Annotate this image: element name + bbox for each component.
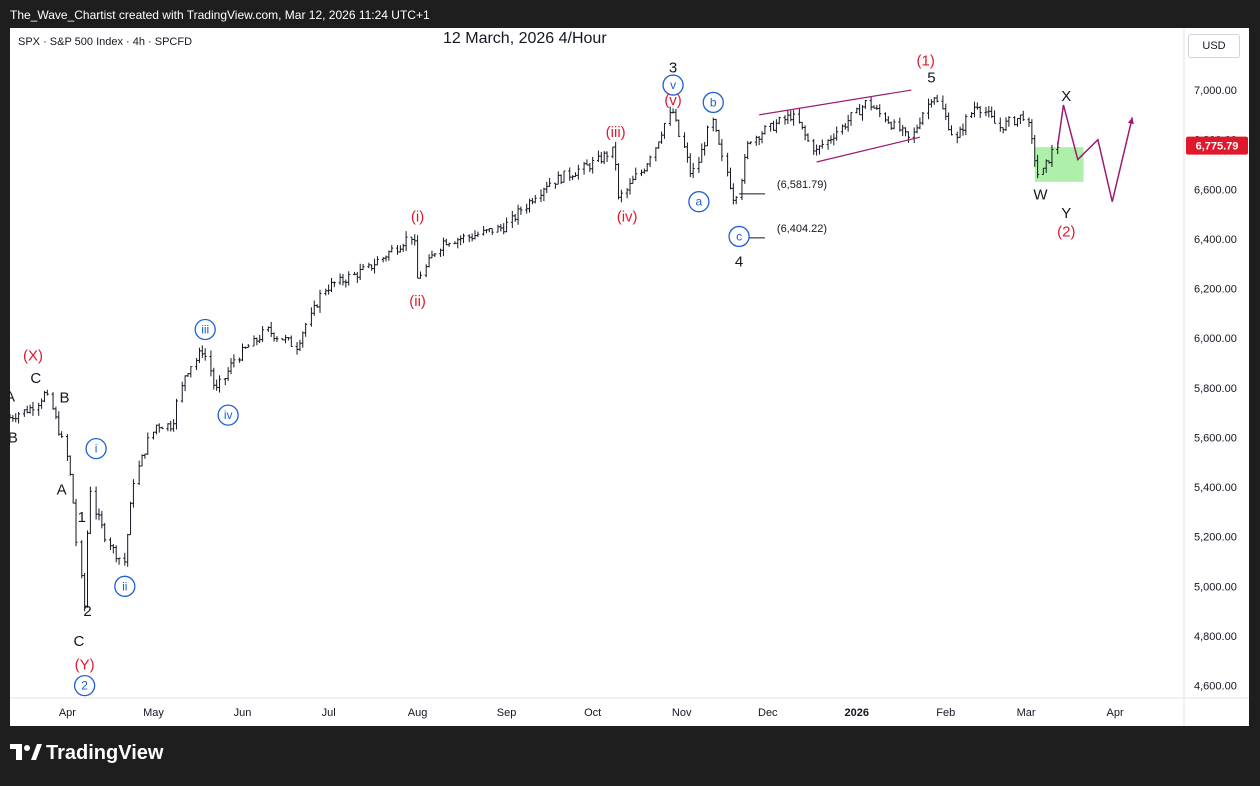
wave-label: C [30, 370, 41, 387]
y-tick-label: 6,600.00 [1194, 184, 1237, 196]
wave-label: C [73, 633, 84, 650]
y-tick-label: 5,800.00 [1194, 383, 1237, 395]
tradingview-brand: TradingView [46, 742, 164, 764]
x-tick-label: Nov [672, 707, 692, 719]
channel-line [759, 89, 912, 116]
currency-button[interactable]: USD [1188, 34, 1240, 58]
wave-label: (2) [1057, 223, 1075, 240]
y-tick-label: 4,800.00 [1194, 631, 1237, 643]
x-tick-label: Oct [584, 707, 601, 719]
wave-label: (iv) [617, 209, 638, 226]
y-tick-label: 7,000.00 [1194, 85, 1237, 97]
wave-label: ii [122, 579, 127, 593]
wave-label: (X) [23, 348, 43, 365]
wave-label: B [60, 390, 70, 407]
wave-label: W [1033, 186, 1048, 203]
y-tick-label: 6,200.00 [1194, 284, 1237, 296]
x-tick-label: Apr [1107, 707, 1124, 719]
wave-label: c [736, 229, 742, 243]
wave-label: b [710, 95, 717, 109]
chart-panel[interactable]: 4,600.00 4,800.00 5,000.00 5,200.00 5,400.00… [10, 28, 1249, 726]
wave-label: (Y) [75, 657, 95, 674]
wave-label: 5 [927, 70, 935, 87]
wave-label-circle [85, 437, 107, 460]
wave-label: iii [201, 323, 209, 337]
wave-label: (1) [916, 52, 934, 69]
wave-label: (ii) [409, 293, 426, 310]
x-tick-label: Apr [59, 707, 76, 719]
wave-label: Y [1061, 205, 1071, 222]
x-tick-label: May [143, 707, 164, 719]
x-tick-label: 2026 [845, 707, 869, 719]
last-price-label: 6,775.79 [1196, 141, 1239, 153]
x-tick-label: Aug [408, 707, 428, 719]
wave-label-circle [662, 74, 684, 96]
y-tick-label: 5,400.00 [1194, 482, 1237, 494]
x-tick-label: Mar [1017, 707, 1036, 719]
y-tick-label: 6,000.00 [1194, 333, 1237, 345]
y-tick-label: 4,600.00 [1194, 681, 1237, 693]
last-price-badge [1186, 136, 1248, 155]
price-chart[interactable]: 4,600.00 4,800.00 5,000.00 5,200.00 5,400.00… [10, 28, 1249, 726]
attribution-bar: The_Wave_Chartist created with TradingVi… [0, 0, 1260, 28]
wave-label: 4 [735, 253, 743, 270]
wave-label: 2 [83, 603, 91, 620]
y-tick-label: 5,000.00 [1194, 581, 1237, 593]
x-tick-label: Sep [497, 707, 517, 719]
wave-label: (i) [411, 209, 424, 226]
wave-label: v [670, 78, 676, 92]
price-marker-label: (6,404.22) [777, 223, 827, 235]
projection-arrowhead [1127, 117, 1134, 125]
wave-label: i [95, 442, 98, 456]
wave-label-circle [194, 318, 216, 341]
symbol-label[interactable]: SPX · S&P 500 Index · 4h · SPCFD [18, 36, 193, 48]
wave-label: A [10, 389, 15, 406]
x-tick-label: Dec [758, 707, 778, 719]
wave-label: 2 [81, 679, 88, 693]
wave-label: a [696, 195, 703, 209]
wave-label-circle [217, 404, 239, 426]
attribution-text: The_Wave_Chartist created with TradingVi… [10, 8, 430, 22]
wave-label: A [57, 482, 67, 499]
wave-label-circle [728, 225, 750, 248]
projection-path [1056, 104, 1134, 202]
x-tick-label: Jun [234, 707, 252, 719]
wave-label-circle [688, 191, 710, 213]
wave-label: iv [224, 408, 233, 422]
wave-label: (iii) [606, 124, 626, 141]
y-tick-label: 6,400.00 [1194, 234, 1237, 246]
wave-label: X [1061, 88, 1071, 105]
wave-label: 3 [669, 60, 677, 77]
price-marker-label: (6,581.79) [777, 179, 827, 191]
channel-line [816, 136, 921, 163]
tradingview-logo-icon [10, 744, 42, 760]
y-tick-label: 5,600.00 [1194, 432, 1237, 444]
chart-title: 12 March, 2026 4/Hour [443, 30, 607, 47]
wave-label-circle [114, 575, 136, 597]
x-tick-label: Feb [936, 707, 955, 719]
wave-label-circle [702, 91, 724, 114]
wave-label: (v) [664, 92, 682, 109]
wave-label-circle [73, 674, 96, 697]
x-tick-label: Jul [322, 707, 336, 719]
y-tick-label: 5,200.00 [1194, 532, 1237, 544]
wave-label: B [10, 429, 18, 446]
wave-label: 1 [78, 509, 86, 526]
